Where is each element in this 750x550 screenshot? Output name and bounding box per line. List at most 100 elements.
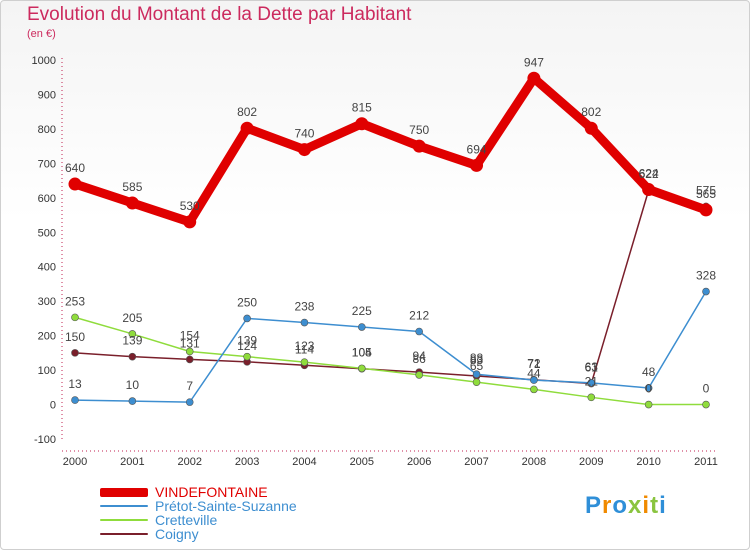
data-label: 94 — [413, 349, 427, 363]
data-label: 205 — [122, 311, 142, 325]
data-label: 61 — [585, 361, 599, 375]
legend-item-vindefontaine: VINDEFONTAINE — [100, 485, 297, 499]
data-label: 154 — [180, 328, 200, 342]
series-line — [70, 73, 711, 227]
data-label: 124 — [237, 339, 257, 353]
data-point — [587, 379, 596, 387]
series-line — [74, 290, 707, 403]
y-tick-label: 900 — [38, 89, 56, 101]
data-point — [300, 358, 309, 366]
series-line — [74, 316, 707, 406]
data-label: 694 — [467, 142, 487, 156]
data-label: 802 — [581, 105, 601, 119]
y-tick-label: 600 — [38, 193, 56, 205]
data-point — [358, 323, 366, 331]
data-label: 139 — [122, 334, 142, 348]
legend-label: Prétot-Sainte-Suzanne — [155, 498, 297, 514]
axes: -100 0 100 200 300 400 500 600 700 800 900 1000 2000… — [32, 55, 718, 468]
data-label: 815 — [352, 101, 372, 115]
x-tick-label: 2010 — [636, 456, 660, 468]
data-label: 65 — [470, 359, 484, 373]
data-point — [530, 385, 538, 394]
data-point — [470, 158, 484, 172]
data-point — [183, 215, 197, 229]
data-label: 105 — [352, 345, 372, 359]
data-label: 150 — [65, 330, 85, 344]
data-point — [185, 347, 194, 356]
data-label: 21 — [585, 374, 599, 388]
data-label: 72 — [527, 357, 541, 371]
data-label: 63 — [585, 360, 599, 374]
data-label: 86 — [413, 352, 427, 366]
data-point — [240, 121, 254, 135]
x-tick-label: 2004 — [292, 456, 316, 468]
x-tick-label: 2000 — [63, 456, 87, 468]
y-tick-label: 700 — [38, 158, 56, 170]
legend-swatch — [100, 519, 148, 521]
data-point — [412, 139, 426, 153]
data-label: 139 — [237, 334, 257, 348]
data-label: 947 — [524, 55, 544, 69]
legend-label: VINDEFONTAINE — [155, 484, 268, 500]
legend-item-pretot-sainte-suzanne: Prétot-Sainte-Suzanne — [100, 499, 297, 513]
data-label: 71 — [527, 357, 541, 371]
legend-label: Cretteville — [155, 512, 218, 528]
data-point — [297, 143, 311, 157]
data-label: 740 — [294, 127, 314, 141]
data-point — [243, 314, 251, 323]
data-point — [68, 177, 82, 191]
data-label: 83 — [470, 353, 484, 367]
data-point — [644, 400, 653, 409]
data-point — [358, 364, 366, 373]
proxiti-logo: Proxiti — [585, 492, 667, 519]
y-tick-label: 800 — [38, 124, 56, 136]
legend-swatch — [100, 533, 148, 535]
data-point — [699, 203, 713, 217]
data-point — [415, 371, 423, 379]
legend: VINDEFONTAINE Prétot-Sainte-Suzanne Cret… — [100, 485, 297, 541]
data-point — [185, 398, 194, 406]
legend-swatch — [100, 505, 148, 507]
y-tick-label: 300 — [38, 296, 56, 308]
data-label: 44 — [527, 366, 541, 380]
data-point — [128, 352, 137, 361]
data-label: 104 — [352, 346, 372, 360]
y-tick-label: 500 — [38, 227, 56, 239]
data-point — [71, 313, 79, 322]
data-point — [185, 355, 194, 364]
x-tick-label: 2001 — [120, 456, 144, 468]
y-tick-label: 400 — [38, 262, 56, 274]
legend-label: Coigny — [155, 526, 199, 542]
data-label: 48 — [642, 365, 656, 379]
data-label: 585 — [122, 180, 142, 194]
data-label: 565 — [696, 187, 716, 201]
data-point — [642, 183, 656, 197]
x-tick-label: 2009 — [579, 456, 603, 468]
data-label: 802 — [237, 105, 257, 119]
data-label: 624 — [639, 167, 659, 181]
data-label: 640 — [65, 161, 85, 175]
data-point — [71, 396, 79, 404]
x-tick-label: 2008 — [522, 456, 546, 468]
y-tick-label: 1000 — [32, 55, 56, 67]
legend-item-coigny: Coigny — [100, 527, 297, 541]
data-label: 0 — [645, 382, 652, 396]
data-label: 253 — [65, 294, 85, 308]
data-point — [702, 400, 710, 409]
data-point — [128, 397, 137, 405]
data-point — [644, 384, 653, 392]
y-tick-label: 0 — [50, 400, 56, 412]
data-label: 0 — [703, 382, 710, 396]
x-tick-label: 2006 — [407, 456, 431, 468]
data-label: 530 — [180, 199, 200, 213]
y-tick-label: 100 — [38, 365, 56, 377]
data-label: 212 — [409, 309, 429, 323]
y-tick-label: -100 — [34, 434, 56, 446]
legend-item-cretteville: Cretteville — [100, 513, 297, 527]
data-point — [472, 378, 481, 386]
data-point — [300, 318, 309, 327]
y-tick-label: 200 — [38, 331, 56, 343]
x-tick-label: 2011 — [694, 456, 718, 468]
